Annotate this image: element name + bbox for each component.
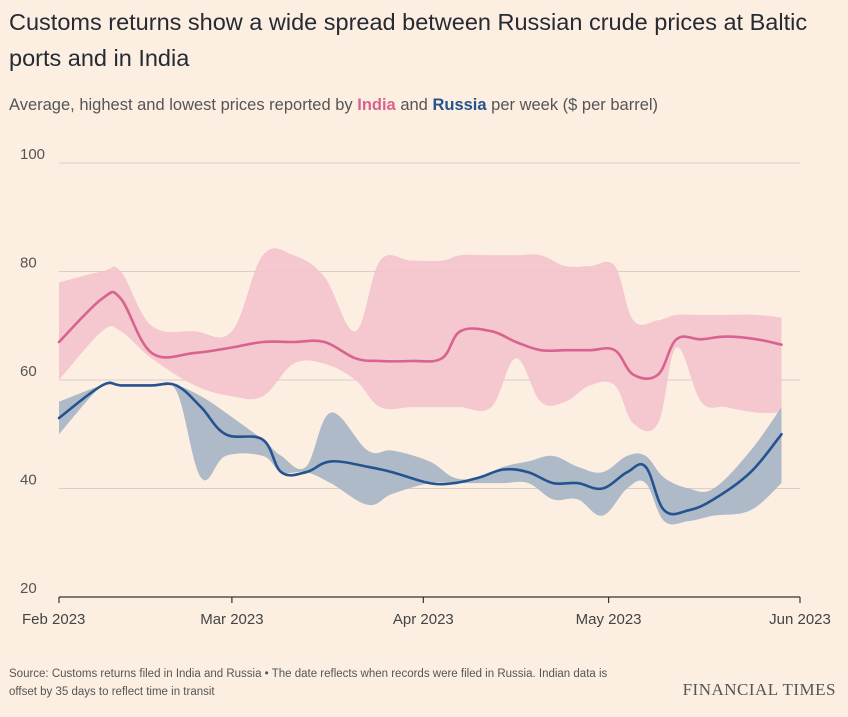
- subtitle-russia-label: Russia: [432, 96, 487, 114]
- y-tick-label-20: 20: [20, 580, 37, 597]
- india-average-line: [57, 290, 783, 380]
- x-tick-label-4: Jun 2023: [769, 611, 831, 628]
- y-tick-label-80: 80: [20, 255, 37, 272]
- chart-title: Customs returns show a wide spread betwe…: [9, 9, 808, 71]
- source-note: Source: Customs returns filed in India a…: [9, 668, 608, 698]
- x-tick-label-1: Mar 2023: [200, 611, 263, 628]
- axes: 20 40 60 80 100 Feb 2023 Mar 2023 Apr 2023 May 2…: [20, 146, 831, 628]
- x-tick-label-3: May 2023: [576, 611, 642, 628]
- x-tick-label-0: Feb 2023: [22, 611, 85, 628]
- ft-brand-logo: FINANCIAL TIMES: [682, 680, 836, 699]
- subtitle-prefix: Average, highest and lowest prices repor…: [9, 96, 358, 114]
- y-tick-label-100: 100: [20, 146, 45, 163]
- india-range-band: [59, 248, 782, 432]
- x-tick-label-2: Apr 2023: [393, 611, 454, 628]
- price-chart: 20 40 60 80 100 Feb 2023 Mar 2023 Apr 2023 May 2…: [20, 146, 831, 628]
- y-tick-label-40: 40: [20, 472, 37, 489]
- subtitle-india-label: India: [357, 96, 396, 114]
- price-bands: [59, 248, 782, 525]
- subtitle-suffix: per week ($ per barrel): [486, 96, 659, 114]
- chart-subtitle: Average, highest and lowest prices repor…: [9, 96, 658, 115]
- price-lines: [57, 290, 783, 516]
- subtitle-and: and: [395, 96, 433, 114]
- russia-average-line: [57, 381, 783, 516]
- y-tick-label-60: 60: [20, 363, 37, 380]
